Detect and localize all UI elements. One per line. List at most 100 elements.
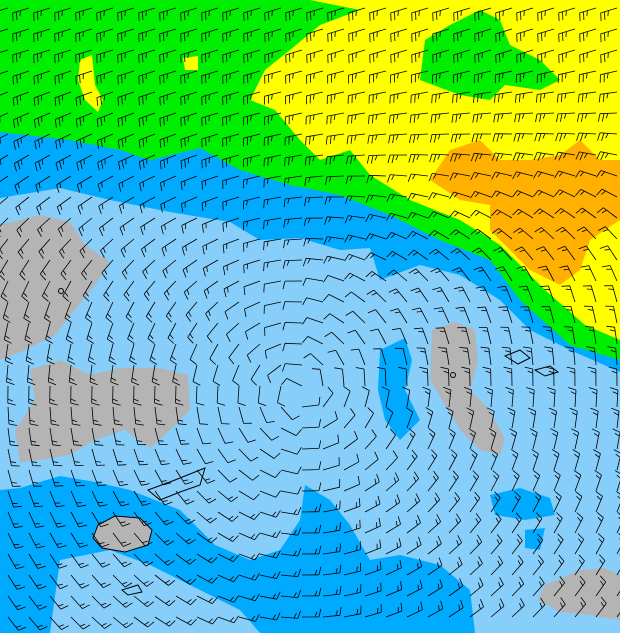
wind-barb (7, 385, 16, 406)
wind-barb (490, 598, 505, 618)
wind-barb (427, 535, 442, 555)
wind-barb (112, 595, 133, 608)
wind-barb (343, 476, 360, 492)
wind-barb (175, 385, 184, 406)
wind-barb (480, 346, 492, 366)
wind-barb (554, 189, 576, 198)
wind-barb (0, 280, 9, 302)
wind-barb (385, 428, 396, 450)
wind-barb (385, 407, 394, 429)
wind-barb (7, 553, 25, 570)
wind-barb (105, 301, 114, 323)
wind-barb (575, 151, 597, 161)
wind-barb (65, 322, 74, 344)
wind-barb (324, 196, 345, 206)
wind-barb (555, 132, 576, 142)
wind-barb (159, 28, 177, 43)
wind-barb (344, 253, 366, 262)
wind-barb (228, 343, 240, 365)
wind-barb (427, 579, 443, 597)
wind-barb (466, 407, 475, 429)
wind-barb (38, 238, 51, 259)
wind-barb (553, 575, 566, 597)
wind-barb (514, 246, 534, 261)
wind-barb (112, 490, 130, 507)
wind-barb (49, 385, 58, 406)
wind-barb (87, 343, 96, 365)
wind-barb (25, 343, 34, 365)
wind-barb (175, 448, 192, 465)
wind-barb (574, 554, 585, 576)
wind-barb (366, 154, 387, 164)
wind-barb (327, 349, 345, 366)
wind-barb (322, 522, 341, 534)
wind-barb (411, 28, 429, 43)
wind-barb (411, 49, 429, 64)
wind-barb (537, 49, 555, 64)
wind-barb (97, 154, 114, 171)
wind-barb (554, 208, 576, 219)
wind-barb (550, 428, 559, 450)
wind-barb (75, 7, 93, 22)
wind-barb (28, 532, 45, 549)
wind-barb (544, 346, 555, 366)
wind-barb (196, 532, 218, 544)
wind-barb (196, 595, 218, 604)
wind-barb (500, 326, 513, 345)
wind-barb (385, 472, 400, 492)
wind-barb (112, 427, 125, 446)
wind-barb (217, 448, 236, 464)
wind-barb (54, 49, 72, 64)
wind-barb (428, 173, 450, 182)
wind-barb (532, 533, 544, 555)
wind-barb (243, 133, 261, 147)
wind-barb (238, 469, 260, 481)
wind-barb (323, 275, 345, 283)
wind-barb (285, 91, 303, 105)
wind-barb (364, 561, 382, 576)
wind-barb (596, 188, 618, 198)
wind-barb (385, 538, 402, 555)
wind-barb (280, 548, 302, 557)
wind-barb (461, 366, 471, 387)
wind-barb (64, 301, 72, 323)
wind-barb (595, 533, 605, 555)
wind-barb (154, 616, 176, 627)
wind-barb (409, 112, 429, 124)
wind-barb (28, 385, 37, 406)
wind-barb (91, 406, 102, 426)
wind-barb (196, 427, 212, 445)
wind-barb (217, 595, 239, 603)
wind-barb (322, 411, 338, 429)
wind-barb (283, 196, 303, 208)
wind-barb (600, 7, 618, 22)
wind-barb (263, 259, 282, 272)
wind-barb (138, 70, 156, 85)
wind-barb (377, 367, 387, 387)
wind-barb (454, 286, 471, 303)
wind-barb (7, 469, 21, 487)
wind-barb (443, 386, 452, 408)
wind-barb (243, 280, 261, 296)
wind-barb (212, 364, 221, 386)
wind-barb (0, 91, 9, 96)
wind-barb (558, 28, 576, 43)
wind-barb (7, 490, 22, 508)
wind-barb (365, 271, 387, 282)
wind-barb (78, 217, 93, 237)
wind-barb (67, 343, 76, 365)
wind-barb (217, 574, 239, 583)
wind-barb (226, 322, 240, 342)
wind-barb (448, 470, 459, 492)
wind-barb (343, 408, 356, 429)
wind-barb (491, 171, 513, 180)
wind-barb (216, 385, 226, 406)
wind-barb (70, 469, 85, 487)
wind-barb (243, 28, 261, 43)
wind-barb (322, 564, 342, 576)
wind-barb (7, 574, 26, 590)
wind-barb (392, 328, 408, 345)
wind-barb (243, 259, 261, 274)
wind-barb (49, 553, 68, 569)
wind-barb (407, 212, 429, 220)
